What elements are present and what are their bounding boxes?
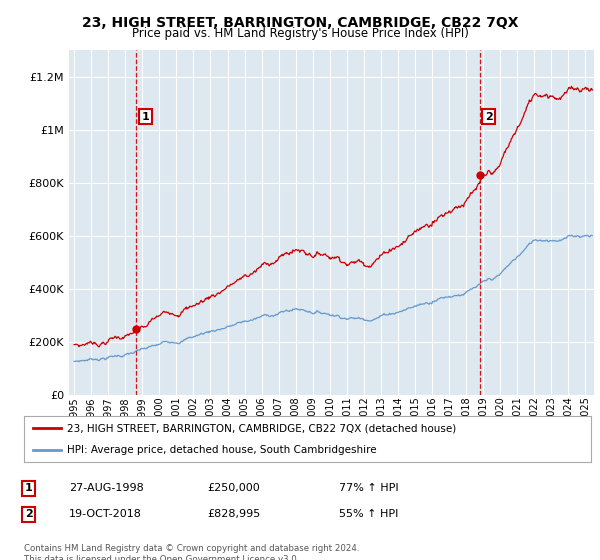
Text: 19-OCT-2018: 19-OCT-2018: [69, 509, 142, 519]
Text: 2: 2: [25, 509, 32, 519]
Text: £250,000: £250,000: [207, 483, 260, 493]
Text: 23, HIGH STREET, BARRINGTON, CAMBRIDGE, CB22 7QX: 23, HIGH STREET, BARRINGTON, CAMBRIDGE, …: [82, 16, 518, 30]
Text: 2: 2: [485, 111, 493, 122]
Text: 1: 1: [142, 111, 149, 122]
Text: 77% ↑ HPI: 77% ↑ HPI: [339, 483, 398, 493]
Text: 55% ↑ HPI: 55% ↑ HPI: [339, 509, 398, 519]
Text: 23, HIGH STREET, BARRINGTON, CAMBRIDGE, CB22 7QX (detached house): 23, HIGH STREET, BARRINGTON, CAMBRIDGE, …: [67, 423, 456, 433]
Text: Price paid vs. HM Land Registry's House Price Index (HPI): Price paid vs. HM Land Registry's House …: [131, 27, 469, 40]
Text: £828,995: £828,995: [207, 509, 260, 519]
Text: Contains HM Land Registry data © Crown copyright and database right 2024.
This d: Contains HM Land Registry data © Crown c…: [24, 544, 359, 560]
Text: 1: 1: [25, 483, 32, 493]
Text: 27-AUG-1998: 27-AUG-1998: [69, 483, 144, 493]
Text: HPI: Average price, detached house, South Cambridgeshire: HPI: Average price, detached house, Sout…: [67, 445, 376, 455]
